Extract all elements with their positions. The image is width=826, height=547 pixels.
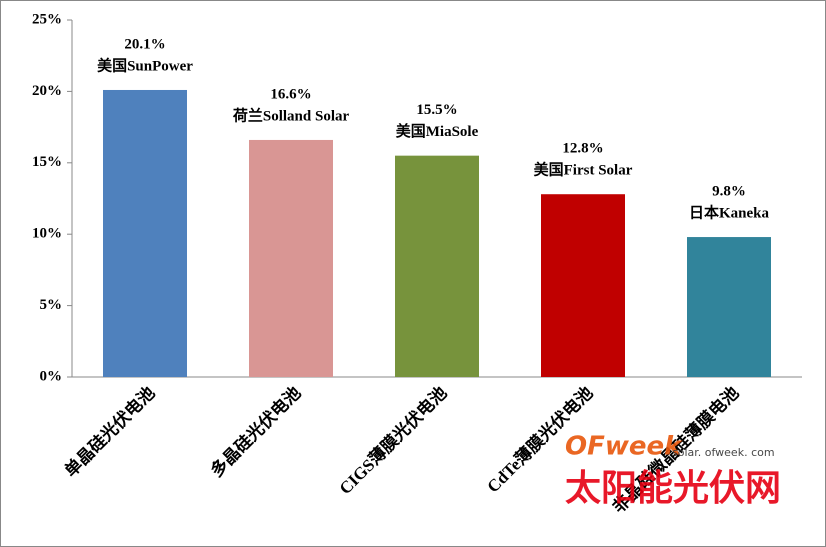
y-tick-label: 5% bbox=[40, 297, 63, 313]
y-tick-label: 0% bbox=[40, 368, 63, 384]
y-tick-label: 20% bbox=[32, 83, 62, 99]
bar-annotation: 日本Kaneka bbox=[689, 203, 770, 221]
y-tick-label: 10% bbox=[32, 226, 62, 242]
y-tick-label: 15% bbox=[32, 154, 62, 170]
bar-annotation: 美国First Solar bbox=[534, 161, 633, 179]
y-tick-label: 25% bbox=[32, 11, 62, 27]
bar-annotation: 美国SunPower bbox=[97, 56, 193, 74]
watermark: OFweek solar. ofweek. com 太阳能光伏网 bbox=[565, 432, 781, 510]
watermark-brand: OFweek bbox=[565, 432, 683, 462]
value-label: 15.5% bbox=[416, 102, 457, 118]
watermark-site: 太阳能光伏网 bbox=[565, 468, 781, 509]
bar bbox=[103, 89, 187, 378]
value-label: 20.1% bbox=[124, 36, 165, 52]
bar bbox=[249, 139, 333, 377]
value-label: 9.8% bbox=[712, 183, 746, 199]
bar-annotation: 荷兰Solland Solar bbox=[233, 106, 350, 124]
bar-annotation: 美国MiaSole bbox=[396, 122, 479, 140]
bar bbox=[541, 194, 625, 377]
bar bbox=[687, 237, 771, 377]
bar bbox=[395, 155, 479, 377]
value-label: 12.8% bbox=[562, 141, 603, 157]
watermark-url: solar. ofweek. com bbox=[672, 446, 775, 459]
value-label: 16.6% bbox=[270, 86, 311, 102]
